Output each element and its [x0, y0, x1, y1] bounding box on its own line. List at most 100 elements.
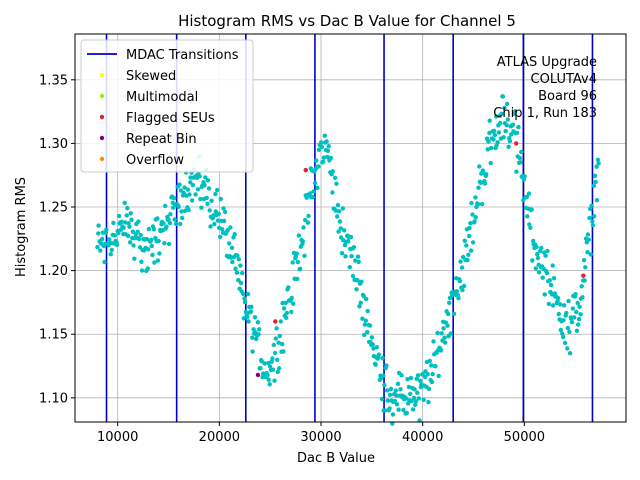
annotation-line: Chip 1, Run 183: [493, 106, 597, 121]
data-point: [491, 128, 497, 133]
annotation-line: COLUTAv4: [531, 72, 597, 87]
data-point: [322, 133, 327, 138]
data-point: [517, 156, 522, 161]
data-point: [394, 393, 399, 398]
data-point: [385, 398, 390, 403]
data-point: [275, 357, 280, 362]
data-point: [505, 117, 511, 122]
data-point: [590, 223, 596, 228]
data-point: [124, 213, 129, 218]
data-point: [486, 139, 491, 144]
data-point: [436, 373, 441, 379]
data-point: [469, 200, 474, 206]
data-point: [250, 335, 255, 340]
x-tick-label: 10000: [97, 430, 138, 445]
data-point: [550, 263, 555, 268]
data-point: [364, 296, 369, 302]
data-point: [546, 301, 552, 307]
data-point: [460, 287, 465, 293]
data-point: [151, 227, 157, 232]
data-point: [555, 295, 561, 301]
data-point: [257, 327, 262, 332]
data-point: [588, 252, 593, 257]
data-point: [295, 276, 300, 282]
legend-label: Skewed: [126, 69, 176, 84]
data-point: [362, 322, 368, 327]
data-point: [276, 366, 282, 371]
data-point: [462, 238, 467, 243]
data-point: [516, 124, 521, 130]
data-point: [349, 254, 354, 259]
chart-title: Histogram RMS vs Dac B Value for Channel…: [178, 12, 516, 30]
data-point: [166, 217, 171, 222]
data-point: [418, 378, 423, 384]
data-point: [489, 145, 494, 151]
data-point: [499, 111, 504, 117]
data-point: [379, 396, 385, 402]
data-point: [461, 283, 467, 289]
y-tick-label: 1.15: [39, 328, 68, 343]
data-point: [413, 402, 418, 407]
data-point: [240, 270, 245, 276]
data-point: [390, 412, 396, 417]
data-point: [479, 201, 485, 207]
data-point: [394, 402, 400, 407]
data-point: [496, 130, 502, 135]
data-point: [333, 175, 338, 180]
data-point: [238, 280, 244, 286]
data-point: [350, 273, 356, 279]
data-point: [289, 309, 294, 315]
data-point: [416, 396, 421, 401]
data-point: [245, 291, 251, 297]
data-point: [421, 397, 426, 402]
data-point: [401, 407, 406, 413]
data-point: [193, 192, 198, 197]
x-axis: 10000 20000 30000 40000 50000: [97, 422, 545, 445]
data-point: [186, 207, 191, 213]
data-point: [286, 285, 291, 290]
data-point: [127, 240, 133, 245]
data-point: [171, 205, 176, 210]
data-point: [478, 180, 483, 185]
data-point: [408, 391, 413, 397]
data-point: [283, 300, 288, 305]
data-point: [127, 224, 132, 229]
data-point: [139, 268, 145, 273]
data-point: [596, 161, 601, 166]
data-point: [167, 220, 173, 226]
data-point: [221, 218, 227, 224]
data-point: [305, 220, 311, 225]
legend-label: Repeat Bin: [126, 132, 197, 147]
data-point: [177, 182, 182, 187]
data-point: [227, 241, 232, 246]
data-point: [534, 244, 539, 250]
data-point: [302, 253, 307, 258]
data-point: [466, 233, 472, 239]
data-point: [178, 188, 184, 193]
grid-layer: [75, 34, 626, 422]
data-point: [312, 180, 318, 186]
data-point: [182, 208, 188, 213]
data-point: [519, 149, 524, 155]
data-point: [171, 196, 177, 201]
data-point: [392, 398, 398, 404]
data-point: [316, 164, 321, 169]
data-point: [540, 275, 545, 280]
data-point: [445, 323, 450, 328]
data-point: [367, 323, 373, 328]
data-point: [96, 231, 101, 236]
data-point: [383, 408, 388, 413]
data-point: [155, 216, 160, 221]
data-point: [426, 386, 432, 392]
data-point: [156, 238, 161, 244]
data-point: [582, 278, 587, 283]
data-point: [205, 201, 210, 206]
data-point: [131, 243, 136, 248]
legend-dot-swatch: [99, 135, 105, 141]
data-point: [592, 214, 597, 219]
data-point: [429, 379, 435, 385]
data-point: [353, 258, 358, 263]
data-point: [435, 330, 440, 336]
data-point: [132, 256, 137, 261]
